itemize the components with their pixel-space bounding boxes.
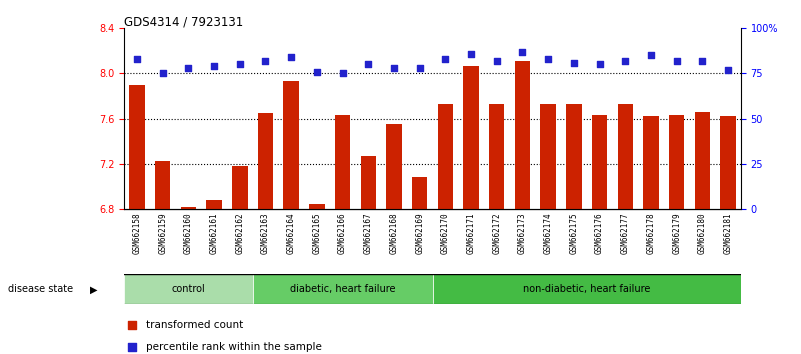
Bar [720, 116, 736, 209]
Text: GSM662162: GSM662162 [235, 212, 244, 254]
Text: GSM662181: GSM662181 [723, 212, 733, 254]
Bar [694, 112, 710, 209]
Text: GSM662180: GSM662180 [698, 212, 706, 254]
Text: GSM662174: GSM662174 [544, 212, 553, 254]
Text: GSM662159: GSM662159 [159, 212, 167, 254]
Text: GSM662170: GSM662170 [441, 212, 450, 254]
Bar [437, 104, 453, 209]
Bar [489, 104, 505, 209]
Point [233, 62, 246, 67]
Point [516, 49, 529, 55]
Text: GSM662171: GSM662171 [467, 212, 476, 254]
Bar [515, 61, 530, 209]
Text: GSM662160: GSM662160 [184, 212, 193, 254]
Point [182, 65, 195, 71]
Point [388, 65, 400, 71]
Text: control: control [171, 284, 205, 295]
Point [125, 344, 138, 350]
Point [285, 55, 298, 60]
Text: GDS4314 / 7923131: GDS4314 / 7923131 [124, 16, 244, 29]
Text: GSM662167: GSM662167 [364, 212, 372, 254]
Point [465, 51, 477, 56]
Bar [124, 274, 252, 304]
Bar [155, 161, 171, 209]
Text: GSM662176: GSM662176 [595, 212, 604, 254]
Text: percentile rank within the sample: percentile rank within the sample [146, 342, 322, 352]
Point [645, 53, 658, 58]
Bar [618, 104, 633, 209]
Point [696, 58, 709, 64]
Text: disease state: disease state [8, 284, 73, 295]
Bar [643, 116, 658, 209]
Point [336, 71, 349, 76]
Text: diabetic, heart failure: diabetic, heart failure [290, 284, 396, 295]
Point [439, 56, 452, 62]
Point [490, 58, 503, 64]
Bar [232, 166, 248, 209]
Point [362, 62, 375, 67]
Text: GSM662158: GSM662158 [132, 212, 142, 254]
Text: GSM662165: GSM662165 [312, 212, 321, 254]
Text: GSM662172: GSM662172 [493, 212, 501, 254]
Bar [129, 85, 145, 209]
Point [311, 69, 324, 74]
Text: GSM662169: GSM662169 [415, 212, 425, 254]
Point [207, 63, 220, 69]
Point [125, 322, 138, 328]
Bar [412, 177, 428, 209]
Bar [181, 207, 196, 209]
Point [541, 56, 554, 62]
Bar [463, 65, 479, 209]
Text: GSM662173: GSM662173 [518, 212, 527, 254]
Point [413, 65, 426, 71]
Bar [541, 104, 556, 209]
Text: ▶: ▶ [90, 284, 97, 295]
Text: GSM662175: GSM662175 [570, 212, 578, 254]
Text: GSM662168: GSM662168 [389, 212, 398, 254]
Text: GSM662166: GSM662166 [338, 212, 347, 254]
Text: GSM662161: GSM662161 [210, 212, 219, 254]
Text: GSM662164: GSM662164 [287, 212, 296, 254]
Text: GSM662177: GSM662177 [621, 212, 630, 254]
Point [131, 56, 143, 62]
Bar [335, 115, 350, 209]
Bar [284, 81, 299, 209]
Text: non-diabetic, heart failure: non-diabetic, heart failure [523, 284, 650, 295]
Point [722, 67, 735, 73]
Point [156, 71, 169, 76]
Text: GSM662179: GSM662179 [672, 212, 681, 254]
Bar [360, 156, 376, 209]
Bar [386, 124, 402, 209]
Text: GSM662163: GSM662163 [261, 212, 270, 254]
Text: GSM662178: GSM662178 [646, 212, 655, 254]
Bar [309, 204, 324, 209]
Bar [252, 274, 433, 304]
Point [619, 58, 632, 64]
Bar [592, 115, 607, 209]
Bar [433, 274, 741, 304]
Bar [566, 104, 582, 209]
Bar [258, 113, 273, 209]
Point [670, 58, 683, 64]
Text: transformed count: transformed count [146, 320, 243, 330]
Point [259, 58, 272, 64]
Point [594, 62, 606, 67]
Bar [207, 200, 222, 209]
Bar [669, 115, 684, 209]
Point [567, 60, 580, 65]
